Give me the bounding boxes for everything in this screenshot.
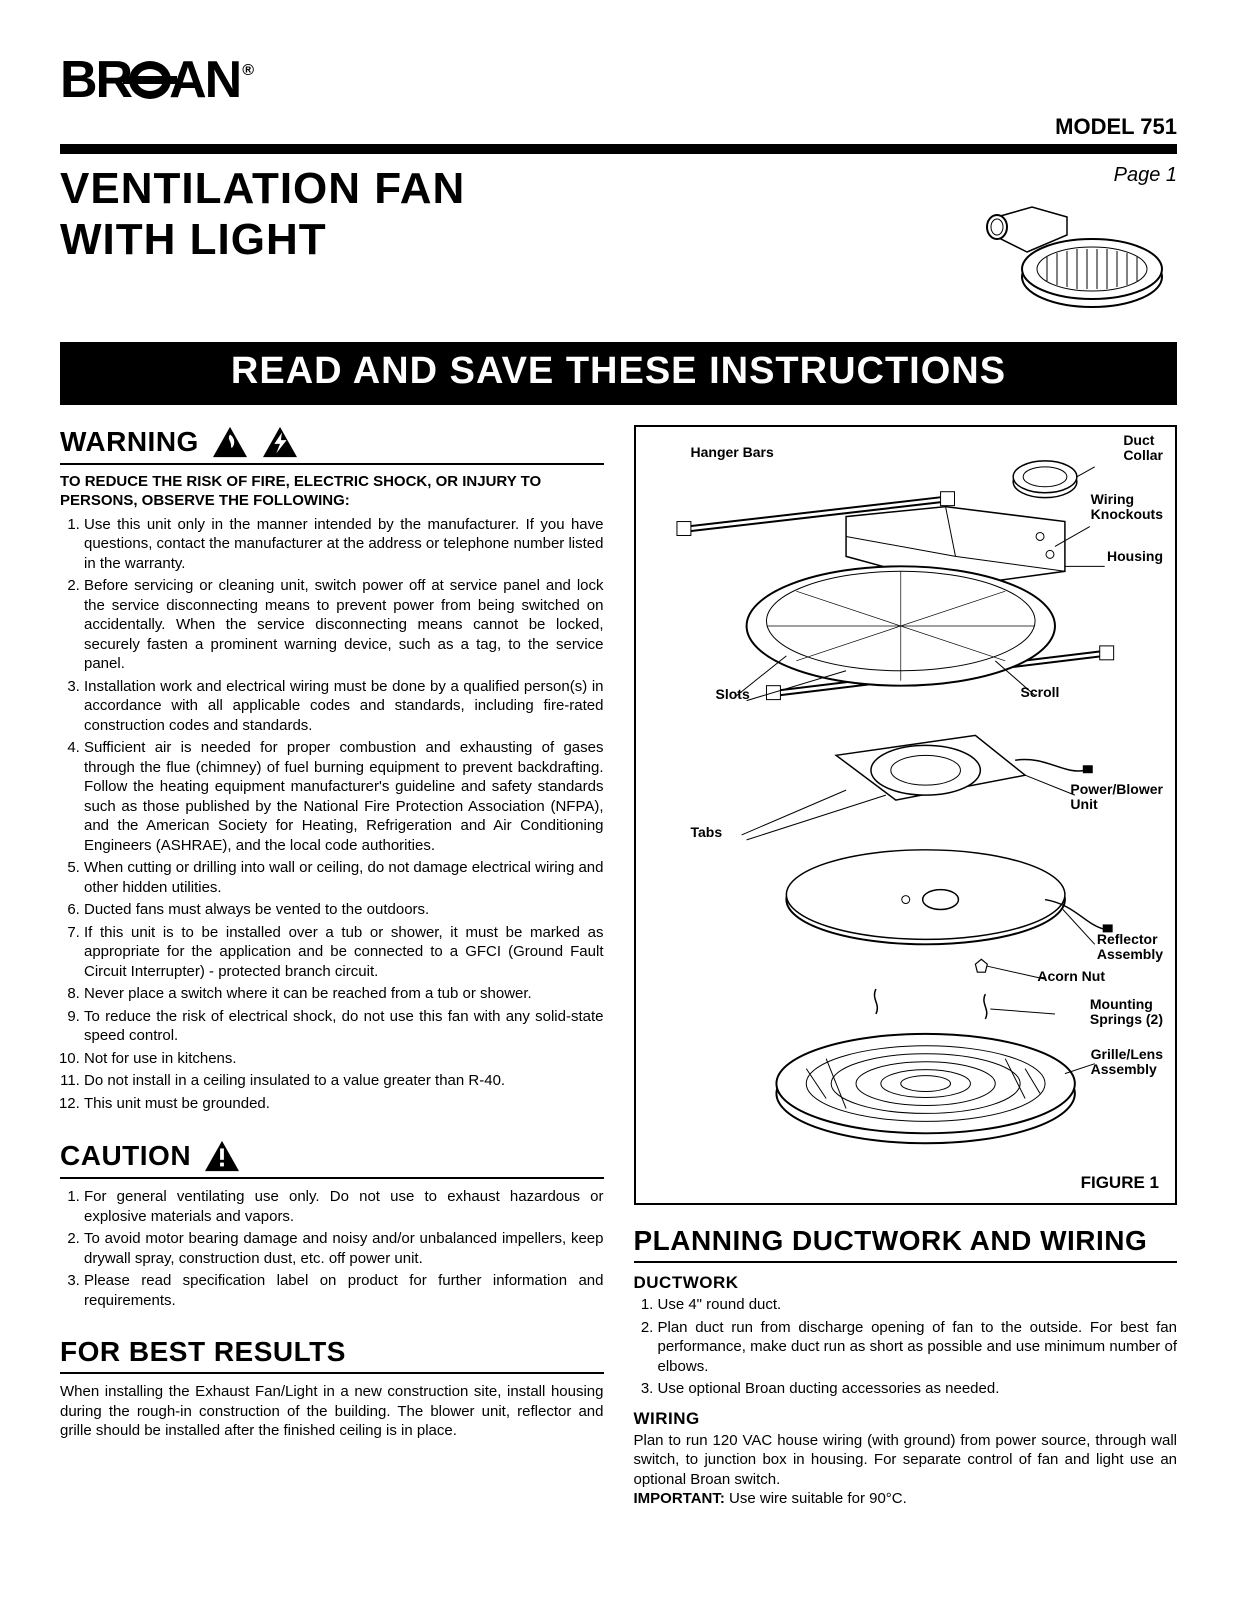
label-wiring-knockouts: Wiring Knockouts (1091, 492, 1163, 523)
right-column: Hanger Bars Duct Collar Wiring Knockouts… (634, 425, 1178, 1509)
ductwork-list: Use 4" round duct. Plan duct run from dis… (634, 1295, 1178, 1399)
model-number: MODEL 751 (60, 114, 1177, 140)
label-duct-collar: Duct Collar (1123, 433, 1163, 464)
warning-list: Use this unit only in the manner intende… (60, 515, 604, 1114)
list-item: To reduce the risk of electrical shock, … (84, 1007, 604, 1046)
page-indicator: Page 1 (967, 164, 1177, 187)
list-item: Ducted fans must always be vented to the… (84, 900, 604, 920)
list-item: Sufficient air is needed for proper comb… (84, 738, 604, 855)
shock-icon (261, 425, 299, 459)
label-reflector: Reflector Assembly (1097, 932, 1163, 963)
brand-logo: BRAN® (60, 50, 1177, 110)
label-mounting-springs: Mounting Springs (2) (1090, 997, 1163, 1028)
label-hanger-bars: Hanger Bars (691, 445, 774, 460)
wiring-subhead: WIRING (634, 1409, 1178, 1429)
header-rule (60, 144, 1177, 154)
list-item: If this unit is to be installed over a t… (84, 923, 604, 982)
list-item: Use optional Broan ducting accessories a… (658, 1379, 1178, 1399)
wiring-body: Plan to run 120 VAC house wiring (with g… (634, 1431, 1178, 1490)
list-item: Do not install in a ceiling insulated to… (84, 1071, 604, 1091)
list-item: Not for use in kitchens. (84, 1049, 604, 1069)
best-results-body: When installing the Exhaust Fan/Light in… (60, 1382, 604, 1441)
ductwork-subhead: DUCTWORK (634, 1273, 1178, 1293)
list-item: Never place a switch where it can be rea… (84, 984, 604, 1004)
list-item: Before servicing or cleaning unit, switc… (84, 576, 604, 674)
list-item: Plan duct run from discharge opening of … (658, 1318, 1178, 1377)
caution-list: For general ventilating use only. Do not… (60, 1187, 604, 1310)
instruction-banner: READ AND SAVE THESE INSTRUCTIONS (60, 342, 1177, 405)
label-grille-lens: Grille/Lens Assembly (1091, 1047, 1163, 1078)
caution-icon (203, 1139, 241, 1173)
planning-heading: PLANNING DUCTWORK AND WIRING (634, 1225, 1178, 1263)
wiring-important: IMPORTANT: Use wire suitable for 90°C. (634, 1489, 1178, 1509)
warning-intro: TO REDUCE THE RISK OF FIRE, ELECTRIC SHO… (60, 473, 604, 511)
list-item: Please read specification label on produ… (84, 1271, 604, 1310)
product-illustration (967, 197, 1177, 327)
list-item: Use 4" round duct. (658, 1295, 1178, 1315)
page-title: VENTILATION FAN WITH LIGHT (60, 164, 465, 265)
label-scroll: Scroll (1021, 685, 1060, 700)
list-item: When cutting or drilling into wall or ce… (84, 858, 604, 897)
figure-caption: FIGURE 1 (1081, 1173, 1159, 1193)
caution-heading: CAUTION (60, 1139, 604, 1179)
list-item: Installation work and electrical wiring … (84, 677, 604, 736)
list-item: Use this unit only in the manner intende… (84, 515, 604, 574)
label-acorn-nut: Acorn Nut (1037, 969, 1105, 984)
exploded-diagram: Hanger Bars Duct Collar Wiring Knockouts… (634, 425, 1178, 1205)
left-column: WARNING TO REDUCE THE RISK OF FIRE, ELEC… (60, 425, 604, 1509)
label-slots: Slots (716, 687, 750, 702)
fire-icon (211, 425, 249, 459)
best-results-heading: FOR BEST RESULTS (60, 1336, 604, 1374)
list-item: For general ventilating use only. Do not… (84, 1187, 604, 1226)
warning-heading: WARNING (60, 425, 604, 465)
list-item: This unit must be grounded. (84, 1094, 604, 1114)
label-power-blower: Power/Blower Unit (1070, 782, 1163, 813)
label-housing: Housing (1107, 549, 1163, 564)
list-item: To avoid motor bearing damage and noisy … (84, 1229, 604, 1268)
label-tabs: Tabs (691, 825, 723, 840)
